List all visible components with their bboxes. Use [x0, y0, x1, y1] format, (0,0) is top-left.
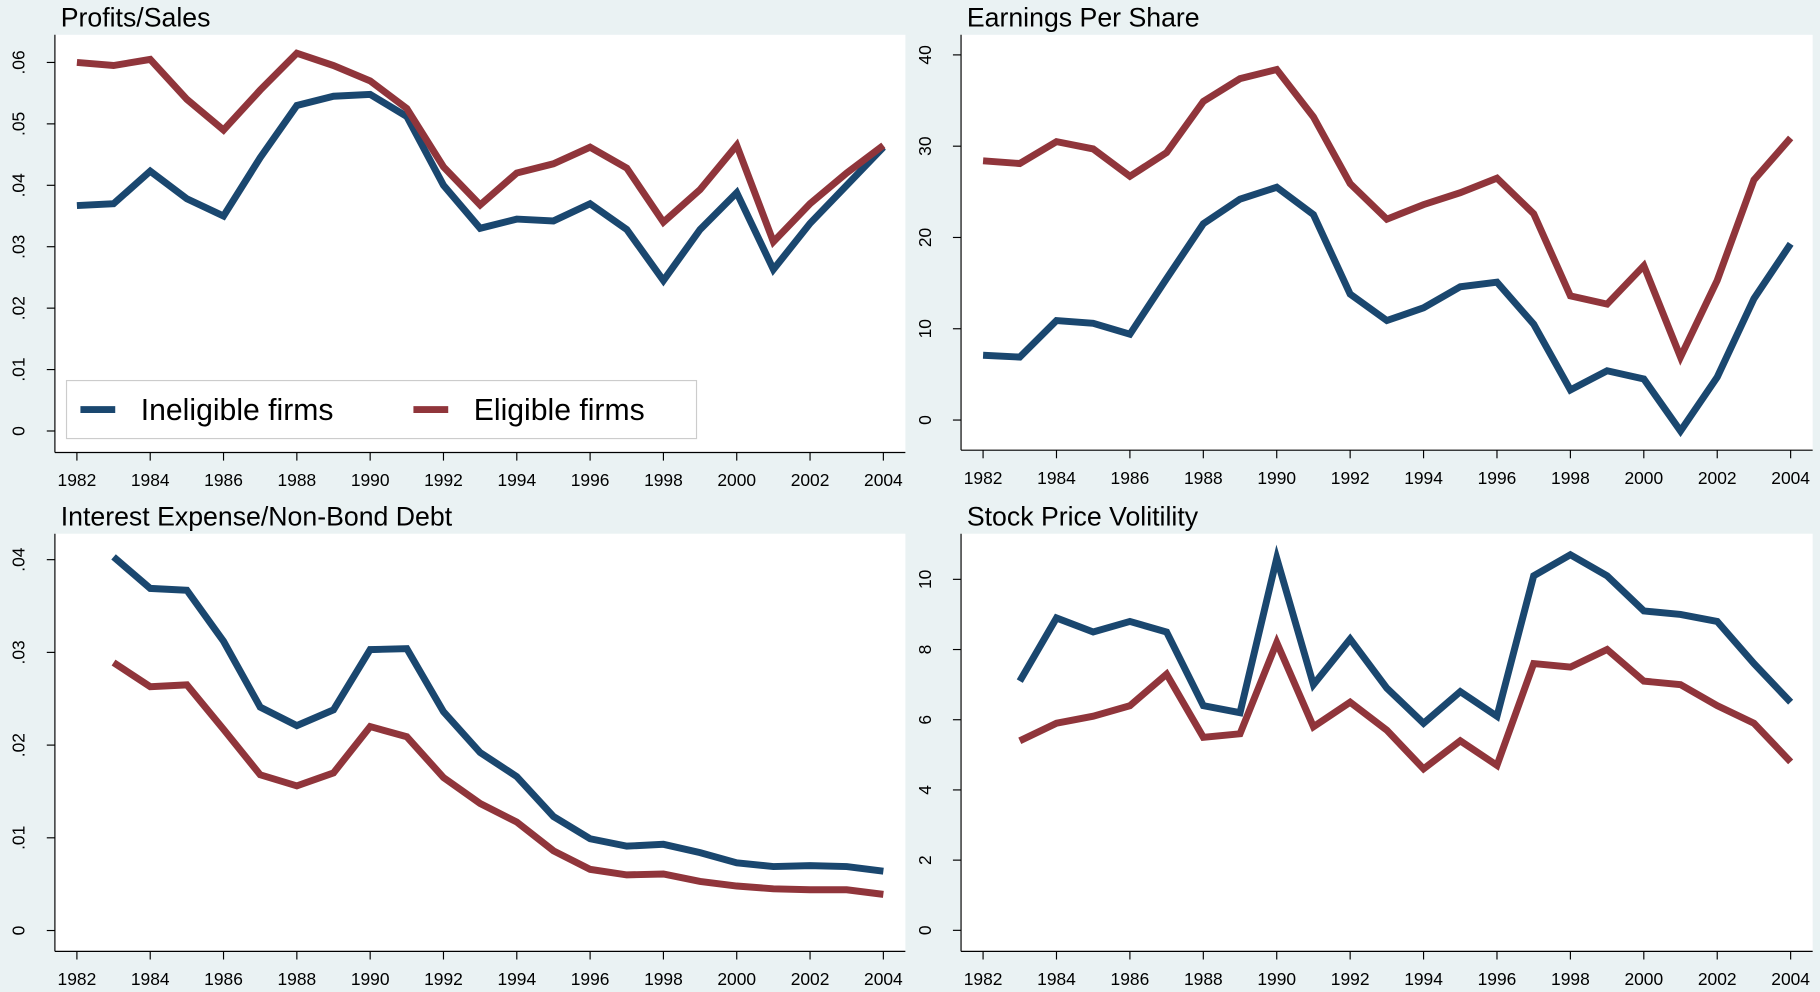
y-tick-label: 20: [915, 228, 935, 247]
x-tick-label: 2000: [717, 470, 756, 490]
y-tick-label: .05: [9, 112, 29, 136]
x-tick-label: 2004: [864, 969, 903, 989]
y-tick-label: 30: [915, 137, 935, 156]
y-tick-label: 2: [915, 855, 935, 865]
x-tick-label: 2000: [1624, 969, 1663, 989]
legend-label: Ineligible firms: [141, 394, 334, 427]
x-tick-label: 1986: [1111, 969, 1150, 989]
x-tick-label: 1998: [1551, 969, 1590, 989]
x-tick-label: 1992: [1331, 969, 1370, 989]
x-tick-label: 1994: [497, 470, 536, 490]
x-tick-label: 1984: [1037, 969, 1076, 989]
x-tick-label: 1988: [278, 470, 317, 490]
y-tick-label: 10: [915, 319, 935, 338]
x-tick-label: 1984: [1037, 468, 1076, 488]
x-tick-label: 1986: [204, 969, 243, 989]
x-tick-label: 1994: [1404, 468, 1443, 488]
x-tick-label: 1998: [644, 969, 683, 989]
chart-title: Stock Price Volitility: [967, 502, 1199, 532]
series-line: [982, 183, 1794, 438]
x-tick-label: 2000: [1624, 468, 1663, 488]
legend-label: Eligible firms: [474, 394, 645, 427]
x-tick-label: 1990: [351, 969, 390, 989]
y-tick-label: 40: [915, 45, 935, 64]
x-tick-label: 2004: [1771, 969, 1810, 989]
series-line: [76, 90, 886, 287]
series-line: [76, 49, 886, 249]
x-tick-label: 1984: [131, 969, 170, 989]
x-tick-label: 2004: [1771, 468, 1810, 488]
legend-box: [65, 379, 698, 440]
x-tick-label: 1996: [1478, 468, 1517, 488]
x-tick-label: 2002: [1698, 969, 1737, 989]
y-tick-label: .04: [9, 547, 29, 572]
y-tick-label: .02: [9, 296, 29, 320]
x-tick-label: 1990: [351, 470, 390, 490]
series-line: [1016, 544, 1794, 728]
plot-area: [961, 34, 1813, 451]
x-tick-label: 1990: [1257, 969, 1296, 989]
y-tick-label: 0: [9, 926, 29, 936]
x-tick-label: 1982: [58, 969, 97, 989]
x-tick-label: 2002: [791, 969, 830, 989]
x-tick-label: 1998: [644, 470, 683, 490]
chart-title: Earnings Per Share: [967, 3, 1200, 33]
y-tick-label: .06: [9, 50, 29, 74]
y-tick-label: .01: [9, 826, 29, 850]
chart-title: Profits/Sales: [61, 3, 211, 33]
y-tick-label: .01: [9, 357, 29, 381]
x-tick-label: 2002: [791, 470, 830, 490]
x-tick-label: 1988: [278, 969, 317, 989]
x-tick-label: 1994: [1404, 969, 1443, 989]
series-line: [111, 554, 884, 875]
series-line: [111, 659, 884, 898]
x-tick-label: 1986: [204, 470, 243, 490]
series-line: [982, 65, 1794, 366]
x-tick-label: 1996: [571, 470, 610, 490]
chart-title: Interest Expense/Non-Bond Debt: [61, 502, 453, 532]
y-tick-label: 0: [9, 426, 29, 436]
x-tick-label: 1986: [1111, 468, 1150, 488]
x-tick-label: 1992: [424, 969, 463, 989]
y-tick-label: .02: [9, 733, 29, 757]
y-tick-label: .03: [9, 235, 29, 259]
x-tick-label: 1988: [1184, 468, 1223, 488]
x-tick-label: 1998: [1551, 468, 1590, 488]
y-tick-label: .03: [9, 640, 29, 664]
x-tick-label: 1982: [58, 470, 97, 490]
x-tick-label: 1996: [1478, 969, 1517, 989]
x-tick-label: 1992: [424, 470, 463, 490]
x-tick-label: 1996: [571, 969, 610, 989]
y-tick-label: 0: [915, 925, 935, 935]
x-tick-label: 2002: [1698, 468, 1737, 488]
y-tick-label: 8: [915, 645, 935, 655]
x-tick-label: 2004: [864, 470, 903, 490]
y-tick-label: 0: [915, 415, 935, 425]
x-tick-label: 2000: [717, 969, 756, 989]
x-tick-label: 1988: [1184, 969, 1223, 989]
x-tick-label: 1982: [964, 969, 1003, 989]
y-tick-label: .04: [9, 173, 29, 198]
x-tick-label: 1982: [964, 468, 1003, 488]
x-tick-label: 1990: [1257, 468, 1296, 488]
series-line: [1018, 633, 1794, 774]
x-tick-label: 1992: [1331, 468, 1370, 488]
y-tick-label: 4: [915, 785, 935, 795]
x-tick-label: 1994: [497, 969, 536, 989]
y-tick-label: 10: [915, 570, 935, 589]
plot-area: [961, 533, 1813, 952]
x-tick-label: 1984: [131, 470, 170, 490]
y-tick-label: 6: [915, 715, 935, 725]
